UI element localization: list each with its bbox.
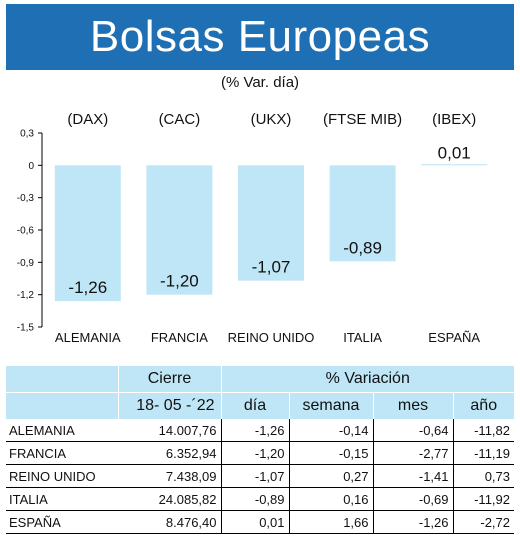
page-title: Bolsas Europeas	[89, 12, 431, 61]
row-cierre: 6.352,94	[118, 441, 221, 465]
value-label: -0,89	[343, 238, 382, 257]
bar	[54, 165, 121, 302]
bar	[238, 165, 304, 281]
row-ano: -11,19	[452, 441, 514, 465]
value-label: 0,01	[438, 143, 471, 162]
row-mes: -1,41	[372, 464, 453, 488]
index-label: (IBEX)	[432, 111, 476, 128]
title-banner: Bolsas Europeas	[6, 4, 514, 70]
row-name: Francia	[6, 441, 118, 465]
index-label: (UKX)	[251, 111, 292, 128]
row-ano: 0,73	[452, 464, 514, 488]
row-mes: -0,64	[372, 419, 453, 442]
row-cierre: 8.476,40	[118, 510, 221, 534]
y-tick-label: -1,2	[17, 290, 35, 301]
row-name: Italia	[6, 487, 118, 511]
row-dia: -1,20	[220, 441, 289, 465]
row-mes: -0,69	[372, 487, 453, 511]
row-semana: -0,14	[288, 419, 373, 442]
row-name: España	[6, 510, 118, 534]
header-cierre: Cierre	[117, 366, 221, 393]
row-cierre: 14.007,76	[118, 419, 221, 442]
row-cierre: 24.085,82	[118, 487, 221, 511]
row-dia: -1,07	[220, 464, 289, 488]
category-label: REINO UNIDO	[228, 330, 315, 345]
table-row: España 8.476,40 0,01 1,66 -1,26 -2,72	[6, 510, 514, 534]
value-label: -1,26	[68, 278, 107, 297]
row-ano: -11,82	[452, 419, 514, 442]
header-ano: año	[452, 392, 514, 419]
table-row: Alemania 14.007,76 -1,26 -0,14 -0,64 -11…	[6, 419, 514, 442]
row-semana: 0,27	[288, 464, 373, 488]
header-semana: semana	[288, 392, 373, 419]
y-tick-label: -0,9	[17, 258, 35, 269]
header-mes: mes	[372, 392, 453, 419]
row-name: Alemania	[6, 419, 118, 442]
header-blank	[6, 366, 118, 393]
y-tick-label: -1,5	[17, 323, 35, 334]
value-label: -1,07	[252, 258, 291, 277]
row-semana: -0,15	[288, 441, 373, 465]
row-semana: 1,66	[288, 510, 373, 534]
category-label: ITALIA	[343, 330, 382, 345]
table-group-header-row: Cierre % Variación	[6, 366, 514, 393]
category-label: ESPAÑA	[428, 330, 480, 345]
header-variacion: % Variación	[220, 366, 514, 393]
index-label: (DAX)	[67, 111, 108, 128]
header-date: 18- 05 -´22	[117, 392, 221, 419]
quotes-table-container: Cierre % Variación 18- 05 -´22 día seman…	[6, 366, 514, 534]
row-dia: -0,89	[220, 487, 289, 511]
chart-subtitle: (% Var. día)	[220, 74, 300, 91]
row-cierre: 7.438,09	[118, 464, 221, 488]
y-tick-label: 0,3	[20, 129, 34, 140]
table-row: Reino Unido 7.438,09 -1,07 0,27 -1,41 0,…	[6, 464, 514, 488]
y-tick-label: -0,3	[17, 193, 35, 204]
category-label: FRANCIA	[151, 330, 208, 345]
table-row: Italia 24.085,82 -0,89 0,16 -0,69 -11,92	[6, 487, 514, 511]
row-mes: -1,26	[372, 510, 453, 534]
row-dia: -1,26	[220, 419, 289, 442]
bar	[421, 164, 488, 166]
row-name: Reino Unido	[6, 464, 118, 488]
header-blank-2	[6, 392, 118, 419]
value-label: -1,20	[160, 272, 199, 291]
bar-chart: 0,3 0 -0,3 -0,6 -0,9 -1,2 -1,5 (DAX) -1,26 ALEMAN…	[17, 111, 488, 345]
table-row: Francia 6.352,94 -1,20 -0,15 -2,77 -11,1…	[6, 441, 514, 465]
bar	[146, 165, 213, 295]
y-tick-label: -0,6	[17, 226, 35, 237]
header-dia: día	[220, 392, 289, 419]
row-ano: -2,72	[452, 510, 514, 534]
table-column-header-row: 18- 05 -´22 día semana mes año	[6, 392, 514, 419]
row-semana: 0,16	[288, 487, 373, 511]
y-tick-label: 0	[28, 161, 34, 172]
index-label: (CAC)	[159, 111, 201, 128]
index-label: (FTSE MIB)	[323, 111, 402, 128]
row-dia: 0,01	[220, 510, 289, 534]
quotes-table: Cierre % Variación 18- 05 -´22 día seman…	[6, 366, 514, 534]
row-mes: -2,77	[372, 441, 453, 465]
row-ano: -11,92	[452, 487, 514, 511]
category-label: ALEMANIA	[55, 330, 121, 345]
bar	[329, 165, 396, 262]
